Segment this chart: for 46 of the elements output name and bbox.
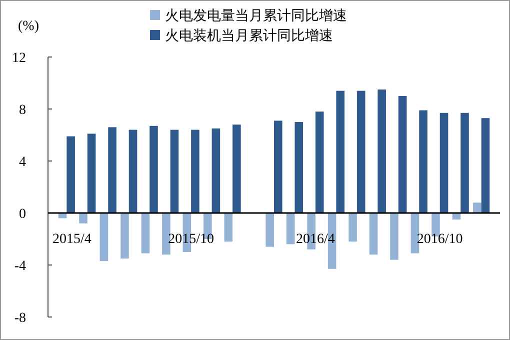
bar xyxy=(162,213,170,255)
bar xyxy=(473,202,482,213)
bar xyxy=(191,130,200,213)
bar xyxy=(232,124,241,213)
x-tick-label: 2015/10 xyxy=(168,232,214,247)
bar xyxy=(481,118,490,213)
bar xyxy=(266,213,274,247)
y-tick-label: -8 xyxy=(14,310,26,326)
bar xyxy=(128,130,138,213)
y-tick-label: 8 xyxy=(19,102,26,118)
bar xyxy=(212,128,220,213)
bar xyxy=(120,213,129,258)
bar xyxy=(79,213,88,224)
bar xyxy=(440,112,448,213)
bar xyxy=(108,127,116,213)
bar xyxy=(315,112,324,213)
bar xyxy=(460,112,469,213)
bar xyxy=(398,96,407,213)
legend-label: 火电装机当月累计同比增速 xyxy=(165,28,333,44)
bar xyxy=(369,213,378,255)
bar xyxy=(294,122,304,213)
y-axis-title: (%) xyxy=(18,19,40,34)
bar xyxy=(66,136,75,213)
bar xyxy=(100,213,108,262)
bar xyxy=(419,110,428,213)
x-tick-label: 2016/10 xyxy=(416,232,463,247)
legend-label: 火电发电量当月累计同比增速 xyxy=(165,8,347,24)
bar xyxy=(170,130,179,213)
y-tick-label: 0 xyxy=(19,206,26,222)
bar xyxy=(356,90,366,213)
bar xyxy=(141,213,150,254)
bar xyxy=(274,120,282,213)
x-tick-label: 2015/4 xyxy=(52,232,92,247)
bar xyxy=(286,213,295,244)
bar xyxy=(87,134,96,213)
bar xyxy=(224,213,233,242)
bar xyxy=(336,90,344,213)
bar xyxy=(410,213,420,254)
y-tick-label: 4 xyxy=(19,154,26,170)
bar xyxy=(378,90,386,213)
bar xyxy=(390,213,398,260)
y-tick-label: -4 xyxy=(14,258,26,274)
y-tick-label: 12 xyxy=(12,50,26,66)
bar xyxy=(348,213,357,242)
bar xyxy=(150,126,158,213)
x-tick-label: 2016/4 xyxy=(296,232,335,247)
